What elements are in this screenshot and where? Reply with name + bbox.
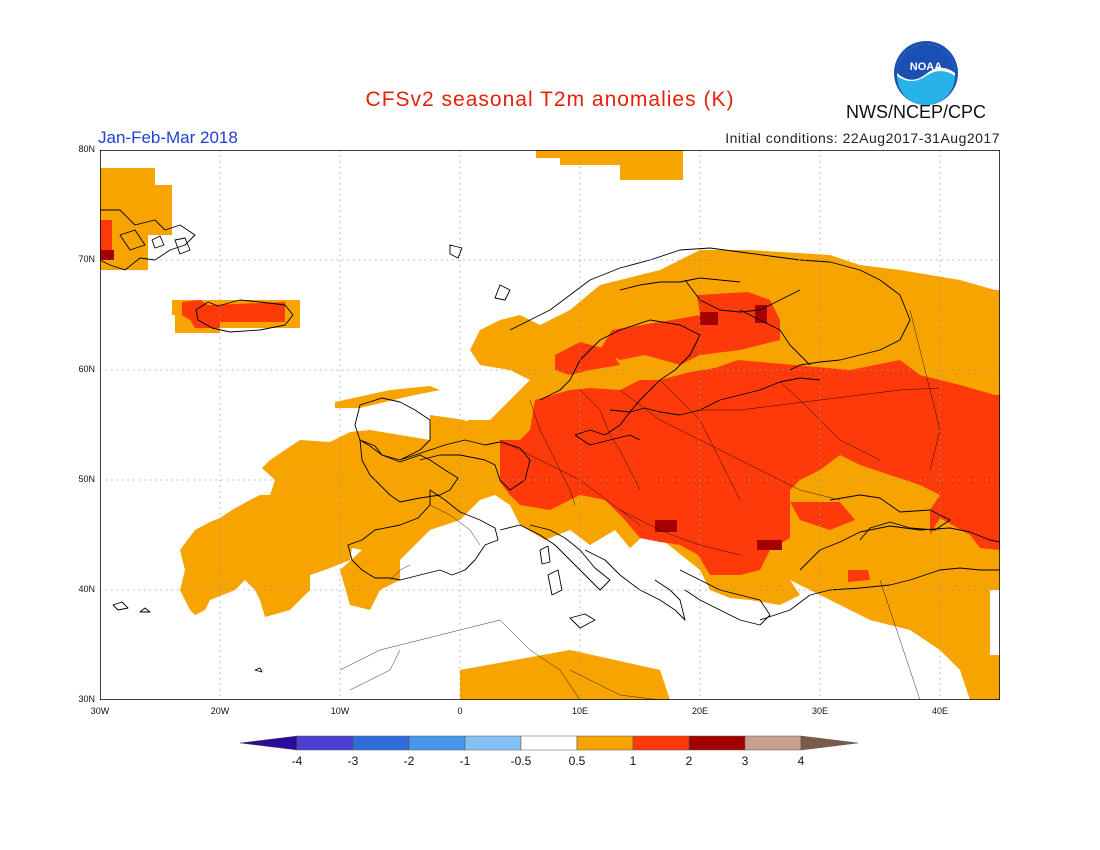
legend-tick-label: 4	[797, 754, 805, 768]
coastlines	[100, 209, 1000, 673]
color-scale-legend	[240, 735, 859, 751]
longitude-label: 20W	[210, 706, 230, 716]
longitude-label: 10W	[330, 706, 350, 716]
legend-swatch	[520, 735, 578, 751]
legend-swatch	[632, 735, 690, 751]
latitude-label: 80N	[78, 144, 95, 154]
legend-tick-label: 0.5	[568, 754, 586, 768]
forecast-period: Jan-Feb-Mar 2018	[98, 128, 238, 147]
legend-tick-label: 3	[741, 754, 749, 768]
legend-arrow-high	[800, 735, 859, 751]
anomaly-region-1-2	[100, 220, 1000, 582]
anomaly-region-2-3	[100, 250, 782, 550]
latitude-label: 50N	[78, 474, 95, 484]
svg-text:NOAA: NOAA	[910, 61, 942, 73]
legend-swatch	[688, 735, 746, 751]
legend-tick-label: -2	[403, 754, 415, 768]
map-title: CFSv2 seasonal T2m anomalies (K)	[365, 88, 735, 111]
country-borders	[339, 309, 941, 700]
legend-tick-label: 2	[685, 754, 693, 768]
latitude-label: 60N	[78, 364, 95, 374]
legend-tick-label: -4	[291, 754, 303, 768]
legend-swatch	[576, 735, 634, 751]
legend-swatch	[408, 735, 466, 751]
longitude-label: 40E	[931, 706, 948, 716]
legend-tick-label: -1	[459, 754, 471, 768]
legend-tick-label: 1	[629, 754, 637, 768]
legend-swatch	[464, 735, 522, 751]
longitude-label: 10E	[571, 706, 588, 716]
longitude-label: 30E	[811, 706, 828, 716]
legend-swatch	[352, 735, 410, 751]
longitude-label: 0	[457, 706, 463, 716]
noaa-logo-icon: NOAA	[894, 41, 958, 105]
legend-swatch	[744, 735, 802, 751]
agency-label: NWS/NCEP/CPC	[846, 102, 987, 122]
longitude-label: 20E	[691, 706, 708, 716]
latitude-label: 40N	[78, 584, 95, 594]
legend-arrow-low	[240, 735, 298, 751]
longitude-label: 30W	[90, 706, 110, 716]
latitude-label: 30N	[78, 694, 95, 704]
latitude-label: 70N	[78, 254, 95, 264]
legend-swatch	[296, 735, 354, 751]
legend-tick-label: -0.5	[510, 754, 532, 768]
legend-tick-label: -3	[347, 754, 359, 768]
anomaly-map	[100, 150, 1000, 700]
initial-conditions: Initial conditions: 22Aug2017-31Aug2017	[725, 130, 1000, 146]
